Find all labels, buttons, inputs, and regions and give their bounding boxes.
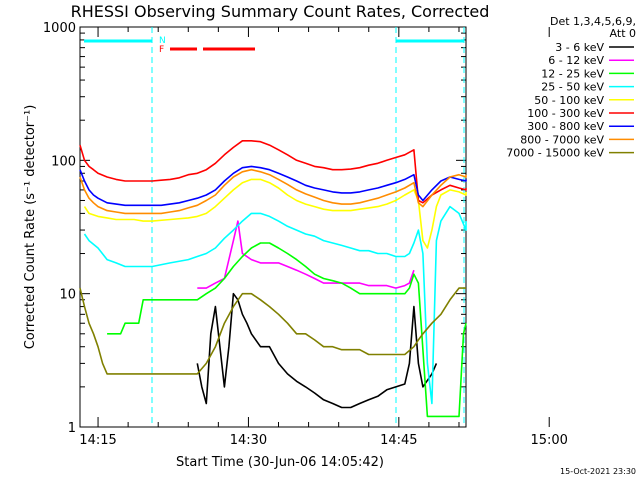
legend-label: 6 - 12 keV: [548, 54, 604, 67]
y-tick-label: 10: [59, 288, 76, 303]
series-line-2: [107, 242, 467, 418]
series-line-4: [83, 178, 467, 249]
legend-header-1: Det 1,3,4,5,6,9,: [550, 15, 636, 28]
y-axis-label: Corrected Count Rate (s⁻¹ detector⁻¹): [23, 105, 38, 350]
chart-title: RHESSI Observing Summary Count Rates, Co…: [71, 2, 490, 21]
series-line-1: [197, 220, 415, 289]
x-tick-label: 14:30: [230, 433, 267, 448]
legend-label: 300 - 800 keV: [527, 120, 604, 133]
y-tick-label: 100: [51, 154, 76, 169]
x-tick-label: 14:45: [380, 433, 417, 448]
series-group: [79, 140, 467, 418]
legend-label: 800 - 7000 keV: [520, 133, 604, 146]
series-line-0: [196, 292, 438, 409]
flag-bars: N F: [84, 36, 464, 55]
x-axis-label: Start Time (30-Jun-06 14:05:42): [176, 455, 384, 470]
legend-label: 7000 - 15000 keV: [506, 147, 604, 160]
series-line-5: [79, 140, 467, 204]
y-tick-label: 1000: [43, 21, 76, 36]
legend-label: 3 - 6 keV: [555, 41, 604, 54]
series-line-8: [79, 287, 466, 375]
legend-label: 12 - 25 keV: [541, 67, 604, 80]
legend-header-2: Att 0: [610, 27, 636, 40]
x-tick-label: 15:00: [530, 433, 567, 448]
footer-date: 15-Oct-2021 23:30: [560, 467, 636, 476]
series-line-7: [79, 168, 467, 215]
legend-label: 100 - 300 keV: [527, 107, 604, 120]
legend-label: 50 - 100 keV: [534, 94, 604, 107]
series-line-6: [79, 165, 467, 207]
flag-label-n: N: [159, 36, 166, 46]
y-tick-label: 1: [68, 421, 76, 436]
flag-label-f: F: [159, 45, 164, 55]
legend-label: 25 - 50 keV: [541, 81, 604, 94]
x-tick-label: 14:15: [79, 433, 116, 448]
series-line-3: [83, 205, 467, 405]
